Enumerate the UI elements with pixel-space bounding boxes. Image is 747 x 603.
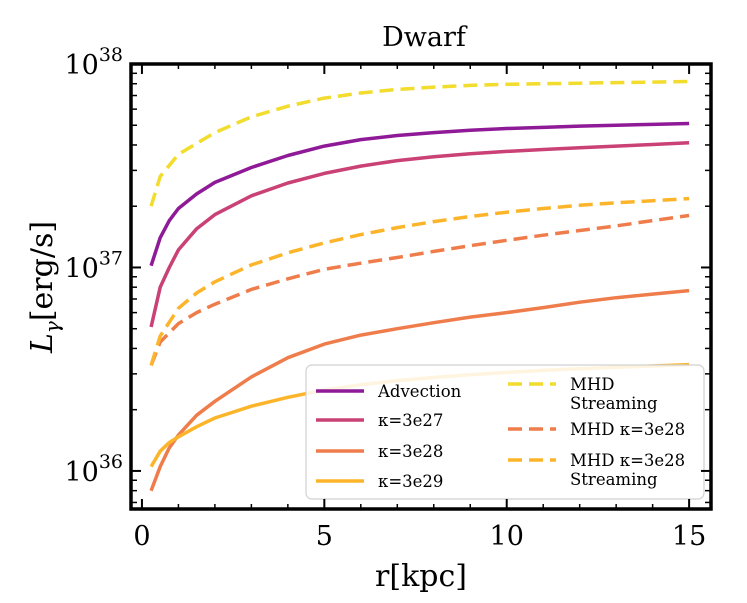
legend-box bbox=[305, 364, 705, 500]
legend-label-mhd-kappa-3e28: MHD κ=3e28 bbox=[570, 420, 685, 439]
legend-label-mhd-streaming: MHD bbox=[570, 375, 615, 394]
svg-text:Lγ[erg/s]: Lγ[erg/s] bbox=[25, 221, 64, 354]
plot-frame bbox=[129, 62, 713, 511]
legend-label-kappa-3e28: κ=3e28 bbox=[378, 442, 443, 461]
x-tick-label: 5 bbox=[316, 521, 333, 552]
series-line-mhd-kappa-3e28-streaming bbox=[149, 196, 690, 366]
y-axis-label-subscript: γ bbox=[40, 321, 64, 333]
x-tick-label: 10 bbox=[490, 521, 524, 552]
series-line-mhd-kappa-3e28 bbox=[149, 213, 690, 367]
y-axis-label: Lγ[erg/s] bbox=[25, 221, 64, 354]
legend-label-advection: Advection bbox=[377, 382, 462, 401]
y-tick-label: 1036 bbox=[64, 451, 123, 488]
series-line-mhd-streaming bbox=[149, 79, 690, 207]
legend-label-kappa-3e29: κ=3e29 bbox=[378, 472, 443, 491]
x-axis-label: r[kpc] bbox=[375, 559, 467, 594]
series-line-kappa-3e27 bbox=[149, 141, 690, 328]
legend-label-mhd-kappa-3e28-streaming: MHD κ=3e28 bbox=[570, 451, 685, 470]
chart-title: Dwarf bbox=[382, 22, 468, 53]
x-tick-label: 0 bbox=[133, 521, 150, 552]
y-axis-label-symbol: L bbox=[25, 333, 60, 354]
y-axis-label-unit: [erg/s] bbox=[25, 221, 60, 321]
series-line-advection bbox=[149, 121, 690, 267]
legend-label-mhd-kappa-3e28-streaming: Streaming bbox=[570, 470, 658, 489]
y-tick-label: 1038 bbox=[64, 44, 123, 81]
y-tick-label: 1037 bbox=[64, 247, 123, 284]
legend-label-kappa-3e27: κ=3e27 bbox=[378, 411, 443, 430]
x-tick-label: 15 bbox=[672, 521, 706, 552]
legend: Advectionκ=3e27κ=3e28κ=3e29MHDStreamingM… bbox=[305, 364, 705, 500]
series-layer bbox=[149, 79, 690, 492]
legend-label-mhd-streaming: Streaming bbox=[570, 394, 658, 413]
